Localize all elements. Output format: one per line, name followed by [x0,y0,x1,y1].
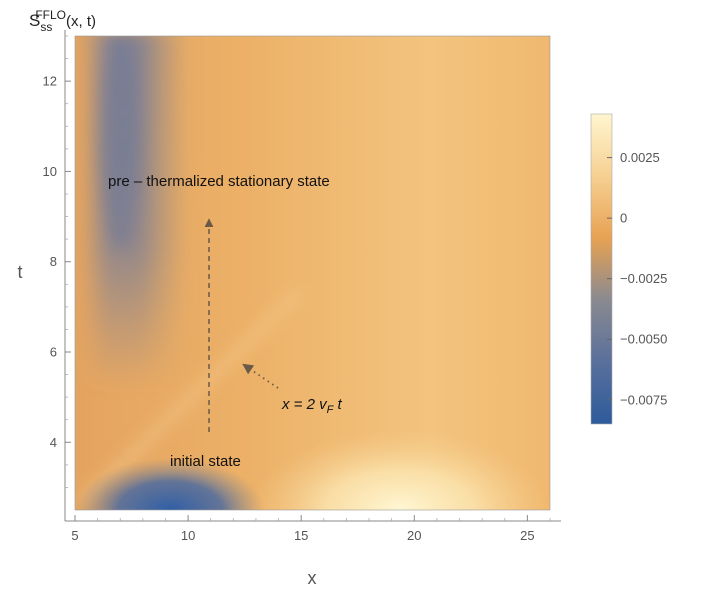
colorbar-tick-label: −0.0075 [620,392,667,407]
y-tick-label: 4 [50,435,57,450]
y-tick-label: 8 [50,254,57,269]
colorbar-tick-label: 0 [620,211,627,226]
colorbar-tick-label: 0.0025 [620,150,660,165]
title-superscript: FFLO [35,8,66,22]
dark-band-core [98,36,142,250]
y-axis-title: t [17,262,22,282]
positive-blob [250,430,550,510]
x-tick-group: 5 10 15 20 25 [71,515,551,543]
negative-blob [75,458,265,510]
x-tick-label: 15 [294,528,308,543]
annotation-light-cone: x = 2 vF t [281,396,343,416]
annotations: pre – thermalized stationary state initi… [108,173,343,470]
colorbar: 0.0025 0 −0.0025 −0.0050 −0.0075 [590,113,667,425]
x-tick-label: 25 [520,528,534,543]
title-base: S [29,11,40,30]
plot-title: SssFFLO(x, t) [29,8,96,34]
colorbar-tick-label: −0.0025 [620,271,667,286]
svg-text:SssFFLO(x, t): SssFFLO(x, t) [29,8,96,34]
y-tick-label: 12 [43,74,57,89]
plot-frame [74,35,551,511]
annotation-initial-state: initial state [170,453,241,470]
x-axis-title: x [308,568,317,588]
colorbar-gradient [590,113,613,425]
light-cone-sub: F [327,404,335,416]
title-subscript: ss [40,20,52,34]
y-tick-group: 4 6 8 10 12 [43,35,71,488]
x-tick-label: 5 [71,528,78,543]
y-axis: 4 6 8 10 12 [43,30,71,521]
x-tick-label: 20 [407,528,421,543]
colorbar-tick-label: −0.0050 [620,332,667,347]
y-tick-label: 6 [50,345,57,360]
y-tick-label: 10 [43,164,57,179]
light-cone-t: t [333,396,342,413]
annotation-pre-thermalized: pre – thermalized stationary state [108,173,330,190]
title-args: (x, t) [66,13,96,30]
x-tick-label: 10 [181,528,195,543]
light-cone-lhs: x = 2 v [281,396,328,413]
colorbar-tick-group: 0.0025 0 −0.0025 −0.0050 −0.0075 [607,150,667,407]
dotted-arrow [242,363,279,389]
x-axis: 5 10 15 20 25 [65,515,561,543]
heatmap-field [75,36,550,510]
